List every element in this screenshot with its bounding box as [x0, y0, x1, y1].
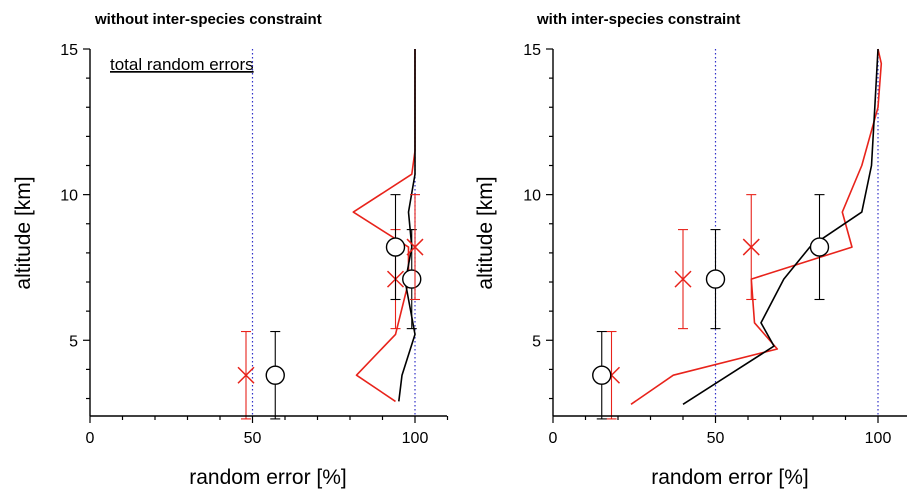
x-tick-label: 0: [549, 430, 558, 447]
x-tick-label: 100: [402, 430, 429, 447]
series-line-red: [630, 48, 883, 405]
y-tick-label: 10: [60, 188, 78, 205]
data-point-cross: [674, 270, 692, 288]
series-line-black: [682, 48, 879, 405]
data-point-circle: [809, 237, 830, 257]
data-point-circle: [705, 269, 726, 289]
x-axis-label: random error [%]: [651, 466, 809, 489]
chart-panel-right: with inter-species constraint random err…: [474, 11, 907, 489]
x-tick-label: 0: [86, 430, 95, 447]
chart-title: with inter-species constraint: [536, 11, 740, 28]
data-point-circle: [402, 269, 422, 289]
series-line-red: [352, 49, 416, 403]
y-axis-label: altitude [km]: [12, 176, 35, 289]
y-axis-label: altitude [km]: [474, 176, 497, 289]
data-point-cross: [406, 238, 424, 256]
y-tick-label: 5: [69, 333, 78, 350]
y-tick-label: 15: [523, 42, 541, 59]
data-point-circle: [265, 365, 285, 385]
x-tick-label: 50: [707, 430, 725, 447]
data-point-circle: [385, 237, 406, 257]
series-line-black: [398, 49, 416, 402]
y-tick-label: 10: [523, 188, 541, 205]
data-point-circle: [592, 365, 612, 385]
chart-panel-left: without inter-species constraint total r…: [12, 11, 449, 489]
chart-title: without inter-species constraint: [94, 11, 322, 28]
data-point-cross: [742, 238, 760, 256]
x-tick-label: 100: [865, 430, 892, 447]
chart-annotation: total random errors: [110, 55, 254, 74]
data-point-cross: [237, 366, 255, 384]
x-tick-label: 50: [244, 430, 262, 447]
y-tick-label: 15: [60, 42, 78, 59]
x-axis-label: random error [%]: [189, 466, 347, 489]
y-tick-label: 5: [532, 333, 541, 350]
